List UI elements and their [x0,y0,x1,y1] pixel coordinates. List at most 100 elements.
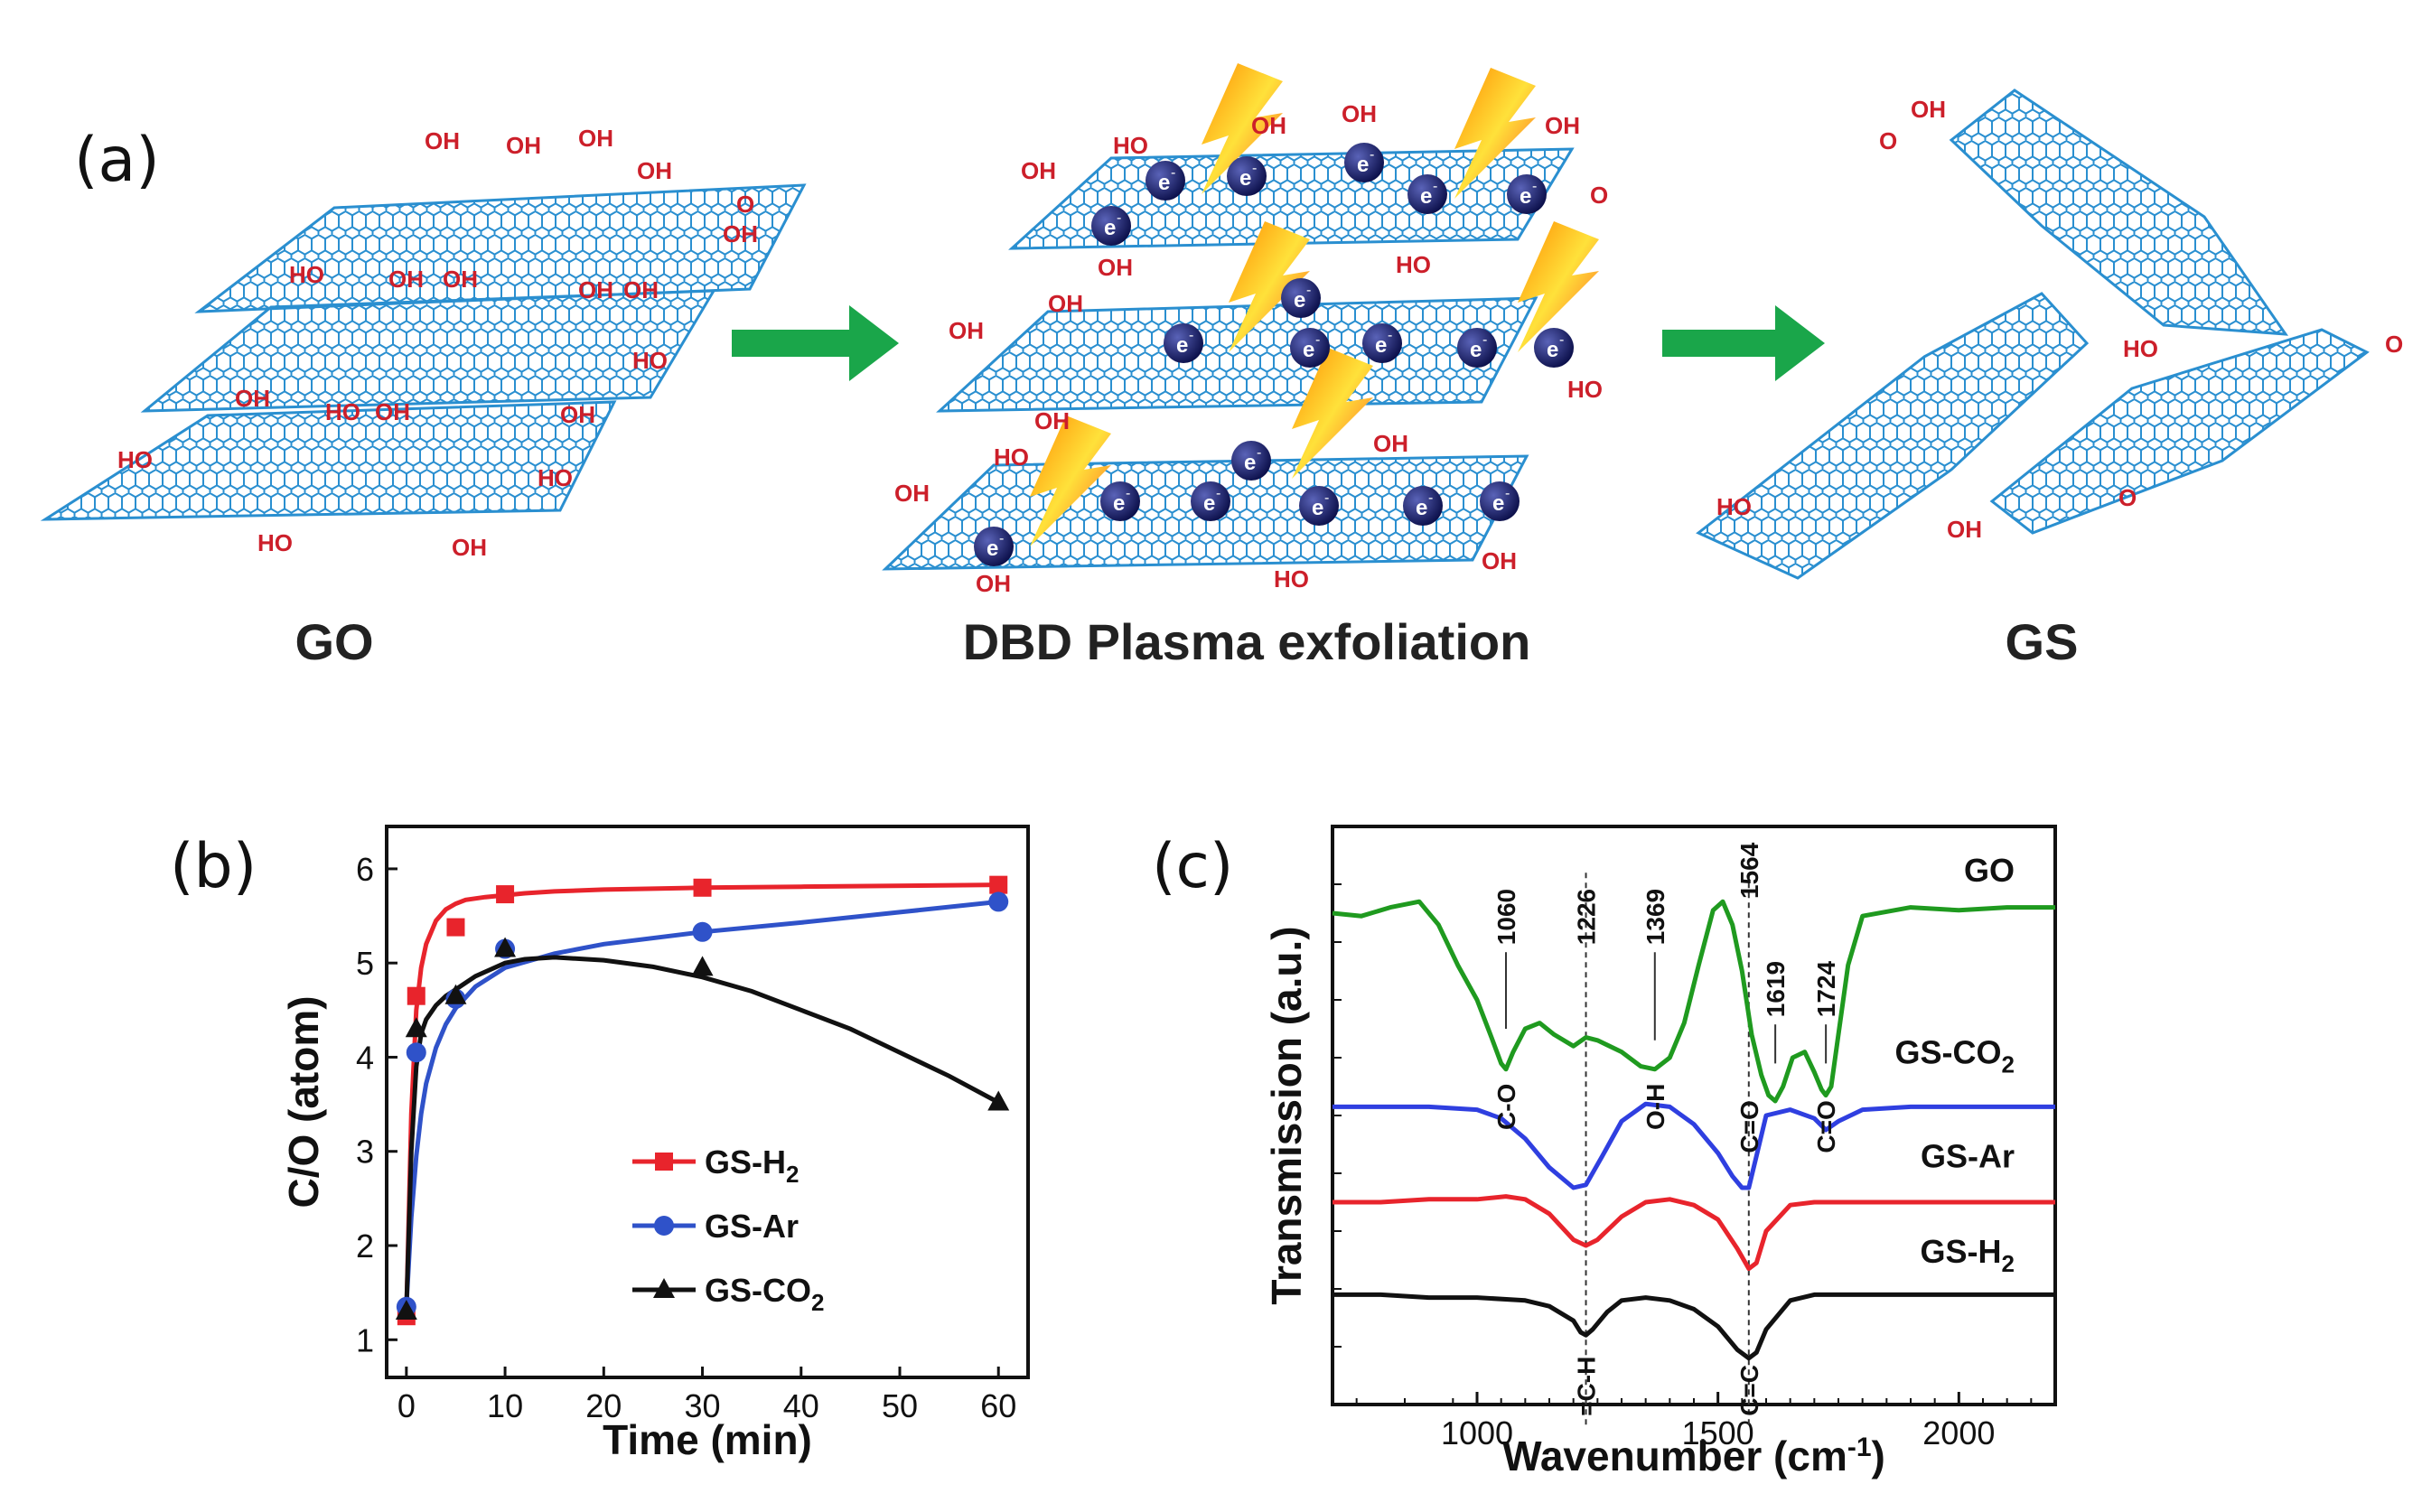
data-point-gs-ar [988,891,1009,912]
go-group-oh: OH [235,385,270,412]
svg-text:e: e [1104,216,1116,240]
plasma-group-oh: OH [1342,100,1377,127]
plasma-group-oh: OH [1021,157,1056,184]
panel-c: (c) 1000 1500 2000 1060 1226 1369 1564 1619 172… [1152,825,2057,1479]
x-tick-label: 1500 [1682,1414,1754,1451]
fit-curves [404,882,1000,1317]
svg-text:-: - [1315,332,1320,348]
x-tick-label: 1000 [1441,1414,1513,1451]
svg-text:e: e [1492,491,1504,516]
svg-text:-: - [1433,179,1437,194]
gs-sheet-1 [1949,89,2289,336]
electron-icon: e- [1480,481,1520,521]
x-tick-label: 30 [685,1387,721,1424]
gs-group-o: O [1879,127,1897,154]
gs-functional-groups: OH O HO O HO OH O [1716,96,2403,543]
plasma-functional-groups: OH OH OH HO OH O OH HO OH HO OH OH OH OH… [894,100,1608,597]
svg-text:-: - [1306,283,1311,298]
lightning-bolt-icon [1229,221,1310,352]
svg-text:e: e [1303,338,1314,362]
peak-label: 1564 [1735,842,1763,899]
plasma-group-ho: HO [1396,251,1431,278]
data-point-gs-co2 [405,1017,427,1038]
plot-frame [385,825,1030,1379]
series-label-text: GS-CO [705,1272,811,1309]
reference-lines [1585,873,1750,1428]
x-tick-label: 20 [585,1387,622,1424]
svg-text:-: - [1370,147,1374,163]
panel-a: (a) OH OH OH OH OH O HO OH OH OH OH HO H… [40,63,2403,670]
legend-marker-gs-h2 [655,1153,673,1171]
svg-text:-: - [1324,490,1329,506]
y-tick-label: 3 [356,1134,374,1171]
fit-line-gs-h2 [404,882,999,1317]
svg-text:e: e [1244,451,1256,475]
series-label-gs-co2: GS-CO2 [705,1272,824,1316]
go-sheet-3 [40,400,617,521]
series-label-go: GO [1964,852,2015,889]
legend-marker-gs-co2 [653,1278,675,1298]
y-axis-label: Transmission (a.u.) [1263,926,1310,1304]
go-group-oh: OH [375,398,410,425]
lightning-bolt-icon [1292,348,1373,479]
lightning-bolt-icon [1030,415,1111,546]
go-sheet-2 [140,289,716,413]
series-label-gs-ar: GS-Ar [705,1208,799,1245]
panel-b: (b) 0 10 20 30 40 50 60 1 2 3 4 5 6 C/O (atom) Time … [170,825,1030,1463]
gs-group-oh: OH [1947,516,1982,543]
data-point-gs-ar [406,1042,426,1063]
fit-line-gs-ar [404,899,999,1307]
x-tick-label: 60 [980,1387,1016,1424]
go-group-oh: OH [443,266,478,293]
spectrum-go [1332,899,2055,1104]
series-label-subscript: 2 [2002,1050,2015,1078]
plasma-group-ho: HO [994,443,1029,471]
go-group-oh: OH [723,220,758,247]
electron-icon: e- [1534,328,1574,368]
svg-text:e: e [1158,171,1170,195]
panel-a-letter: (a) [74,125,160,196]
go-group-ho: HO [117,446,153,473]
svg-text:-: - [1117,210,1121,226]
series-label-text: GS-Ar [705,1208,799,1245]
caption-gs: GS [2006,613,2079,670]
peak-label: 1226 [1573,889,1601,945]
x-axis-label-end: ) [1872,1433,1885,1479]
legend-marker-gs-ar [654,1216,674,1236]
go-group-oh: OH [452,534,487,561]
data-point-gs-co2 [494,937,517,957]
series-label-text: GS-H [705,1143,786,1181]
series-label-gs-co2: GS-CO2 [1895,1033,2015,1078]
gs-sheet-3 [1989,328,2370,535]
legend: GS-H2 GS-Ar GS-CO2 [632,1143,824,1316]
x-tick-label: 10 [487,1387,523,1424]
data-point-gs-co2 [444,984,467,1004]
svg-text:-: - [1505,486,1510,501]
series-label-gs-h2: GS-H2 [705,1143,799,1188]
y-tick-label: 1 [356,1321,374,1358]
gs-group-ho: HO [2123,335,2158,362]
spectrum-gs-h2 [1333,1292,2055,1361]
electron-icon: e- [1191,481,1230,521]
svg-text:-: - [1482,332,1487,348]
gs-sheet-2 [1696,292,2090,580]
svg-text:e: e [1294,288,1305,313]
data-points [395,875,1010,1326]
x-axis-label-text: Wavenumber (cm [1502,1433,1847,1479]
plasma-group-oh: OH [1373,430,1408,457]
panel-c-letter: (c) [1152,831,1233,902]
electron-icon: e- [974,527,1014,566]
go-stack: OH OH OH OH OH O HO OH OH OH OH HO HO OH… [40,125,807,561]
bond-label: C=O [1812,1100,1840,1153]
go-group-oh: OH [425,127,460,154]
data-point-gs-h2 [496,885,515,904]
fit-line-gs-co2 [404,955,1000,1312]
svg-text:e: e [1239,166,1251,191]
go-group-oh: OH [578,125,613,152]
go-group-ho: HO [538,464,573,491]
y-axis-label: C/O (atom) [280,995,327,1208]
go-sheet-1 [194,183,807,313]
plasma-group-oh: OH [1482,547,1517,574]
x-axis-label: Time (min) [603,1416,812,1463]
svg-text:e: e [1113,491,1125,516]
